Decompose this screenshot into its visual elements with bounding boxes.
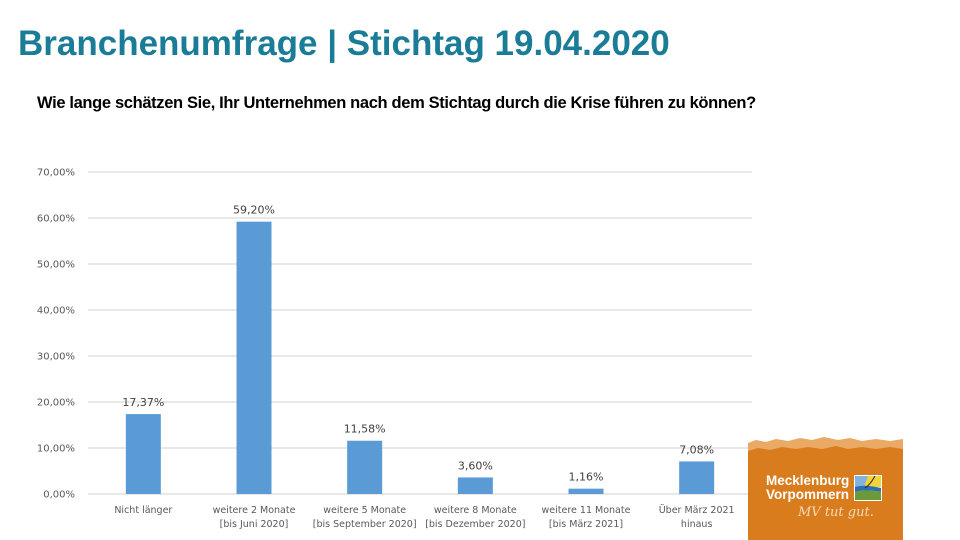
mv-logo: Mecklenburg Vorpommern MV tut gut. [748,437,903,540]
x-tick-label: [bis März 2021] [549,519,623,530]
data-label: 11,58% [344,423,386,436]
y-tick-label: 50,00% [37,260,75,271]
y-tick-label: 60,00% [37,214,75,225]
gridlines [88,171,752,495]
y-tick-label: 70,00% [37,168,75,179]
landscape-icon [854,475,882,501]
x-tick-label: [bis Dezember 2020] [425,519,525,530]
data-label: 17,37% [122,396,164,409]
logo-slogan: MV tut gut. [798,505,874,520]
bar [457,477,493,494]
x-tick-label: weitere 8 Monate [434,505,517,516]
bar [347,440,383,494]
x-tick-label: [bis Juni 2020] [220,519,289,530]
data-labels: 17,37% 59,20% 11,58% 3,60% 1,16% 7,08% [122,204,714,484]
x-tick-label: Nicht länger [114,505,172,516]
data-label: 1,16% [569,471,604,484]
page-title: Branchenumfrage | Stichtag 19.04.2020 [18,24,670,63]
y-tick-label: 30,00% [37,352,75,363]
y-tick-label: 10,00% [37,444,75,455]
x-tick-label: weitere 5 Monate [323,505,406,516]
x-tick-label: weitere 2 Monate [213,505,296,516]
logo-background [748,437,903,540]
logo-wordmark: Mecklenburg Vorpommern [766,474,849,502]
x-tick-label: Über März 2021 [659,505,735,516]
x-tick-label: [bis September 2020] [313,519,417,530]
bar [568,488,604,494]
x-axis-labels: Nicht länger weitere 2 Monate [bis Juni 20… [114,505,734,530]
data-label: 3,60% [458,459,493,472]
x-tick-label: hinaus [681,519,713,530]
data-label: 59,20% [233,204,275,217]
logo-line1: Mecklenburg [766,473,850,488]
bar [679,461,715,494]
bar [236,221,272,494]
bars [125,221,715,494]
data-label: 7,08% [679,443,714,456]
x-tick-label: weitere 11 Monate [542,505,631,516]
y-tick-label: 40,00% [37,306,75,317]
bar [125,414,161,494]
logo-line2: Vorpommern [766,487,850,502]
survey-question: Wie lange schätzen Sie, Ihr Unternehmen … [37,94,756,112]
y-axis-ticks: 0,00% 10,00% 20,00% 30,00% 40,00% 50,00% 60,00… [37,168,75,501]
y-tick-label: 0,00% [43,490,75,501]
y-tick-label: 20,00% [37,398,75,409]
